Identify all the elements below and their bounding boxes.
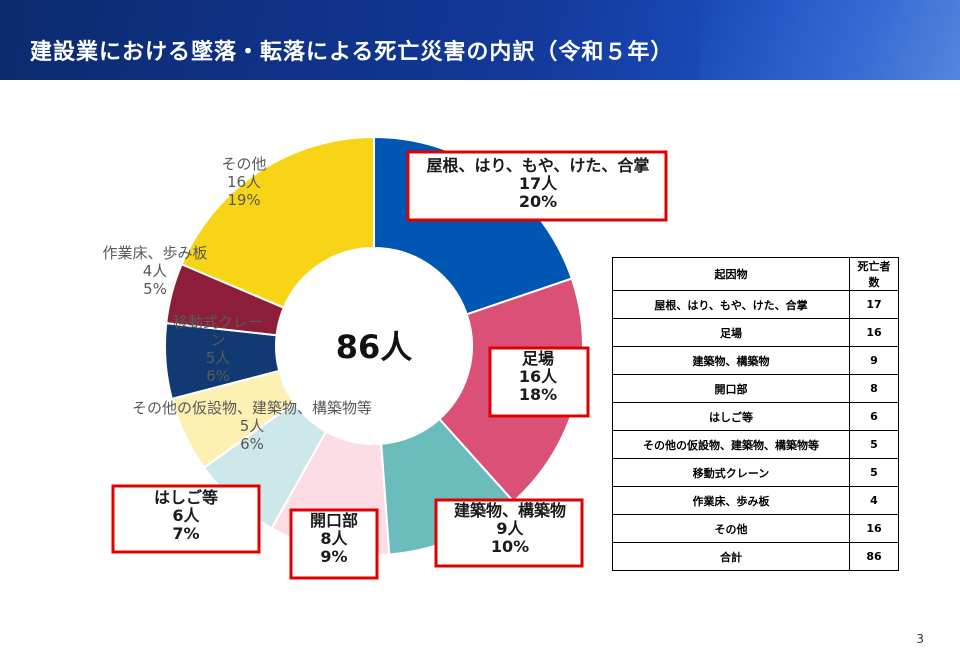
slice-8: [180, 135, 375, 309]
slice-label-line: 移動式クレー: [173, 313, 263, 331]
slice-label-5: その他の仮設物、建築物、構築物等 5人 6%: [132, 399, 372, 453]
table-cell-deaths: 5: [849, 458, 899, 487]
table-cell-cause: その他: [612, 514, 850, 543]
slice-label-line: 6人: [172, 506, 200, 525]
slice-label-line: 6%: [240, 435, 264, 453]
table-row: その他の仮設物、建築物、構築物等 5: [612, 430, 899, 459]
header-banner: 建設業における墜落・転落による死亡災害の内訳（令和５年）: [0, 0, 960, 80]
slice-label-line: 8人: [320, 529, 348, 548]
slice-label-line: 4人: [143, 262, 168, 280]
table-cell-total-label: 合計: [612, 542, 850, 571]
slice-label-line: 9人: [496, 519, 524, 538]
slice-label-line: 5人: [206, 349, 231, 367]
slice-label-line: 9%: [320, 547, 347, 566]
table-cell-cause: 移動式クレーン: [612, 458, 850, 487]
table-cell-deaths: 16: [849, 318, 899, 347]
table-cell-cause: 開口部: [612, 374, 850, 403]
slice-label-0: 屋根、はり、もや、けた、合掌 17人 20%: [427, 156, 650, 211]
slice-label-line: 19%: [227, 191, 260, 209]
slice-label-line: 16人: [519, 367, 558, 386]
table-row-total: 合計 86: [612, 542, 899, 571]
slice-label-line: 18%: [519, 385, 557, 404]
table-cell-deaths: 9: [849, 346, 899, 375]
table-row: その他 16: [612, 514, 899, 543]
highlight-box-4: [111, 484, 261, 554]
slice-label-line: 16人: [227, 173, 261, 191]
slice-label-line: 5人: [240, 417, 265, 435]
highlight-box-2: [434, 498, 584, 568]
page-title: 建設業における墜落・転落による死亡災害の内訳（令和５年）: [30, 40, 674, 65]
table-cell-deaths: 4: [849, 486, 899, 515]
slice-label-6: 移動式クレーン 5人 6%: [173, 313, 263, 385]
table-cell-deaths: 6: [849, 402, 899, 431]
table-cell-deaths: 8: [849, 374, 899, 403]
slice-label-line: 開口部: [310, 511, 358, 530]
table-cell-deaths: 17: [849, 290, 899, 319]
slice-label-line: その他の仮設物、建築物、構築物等: [132, 399, 372, 417]
table-row: はしご等 6: [612, 402, 899, 431]
slice-label-line: その他: [221, 155, 266, 173]
cause-table: 起因物 死亡者数 屋根、はり、もや、けた、合掌 17 足場 16 建築物、構築物 9 …: [612, 257, 899, 571]
table-cell-cause: 作業床、歩み板: [612, 486, 850, 515]
slice-label-line: 17人: [519, 174, 558, 193]
table-row: 作業床、歩み板 4: [612, 486, 899, 515]
table-row: 足場 16: [612, 318, 899, 347]
table-cell-cause: はしご等: [612, 402, 850, 431]
table-header-deaths: 死亡者数: [849, 257, 899, 291]
table-header-cause: 起因物: [612, 257, 850, 291]
slice-label-line: ン: [210, 331, 225, 349]
table-cell-deaths: 16: [849, 514, 899, 543]
table-header-row: 起因物 死亡者数: [612, 257, 899, 291]
header-accent: [700, 0, 960, 80]
slice-label-line: 7%: [172, 524, 199, 543]
highlight-box-0: [406, 150, 668, 222]
table-row: 開口部 8: [612, 374, 899, 403]
slice-label-1: 足場 16人 18%: [519, 349, 558, 404]
table-cell-cause: その他の仮設物、建築物、構築物等: [612, 430, 850, 459]
slice-label-4: はしご等 6人 7%: [154, 488, 218, 543]
page-number: 3: [916, 632, 924, 646]
slice-label-line: 屋根、はり、もや、けた、合掌: [427, 156, 650, 175]
slice-labels: 屋根、はり、もや、けた、合掌 17人 20%足場 16人 18%建築物、構築物 9人 10%…: [102, 150, 668, 580]
table-cell-deaths: 5: [849, 430, 899, 459]
table-row: 屋根、はり、もや、けた、合掌 17: [612, 290, 899, 319]
slice-label-8: その他 16人 19%: [221, 155, 266, 209]
slice-label-line: 6%: [206, 367, 230, 385]
slice-label-line: 作業床、歩み板: [102, 244, 207, 262]
table-cell-cause: 足場: [612, 318, 850, 347]
slice-label-line: 10%: [491, 537, 529, 556]
table-row: 建築物、構築物 9: [612, 346, 899, 375]
slice-label-line: 足場: [522, 349, 554, 368]
slice-label-7: 作業床、歩み板 4人 5%: [102, 244, 207, 298]
table-cell-cause: 建築物、構築物: [612, 346, 850, 375]
slice-label-line: 建築物、構築物: [454, 501, 566, 520]
slice-label-2: 建築物、構築物 9人 10%: [454, 501, 566, 556]
table-cell-total-value: 86: [849, 542, 899, 571]
table-cell-cause: 屋根、はり、もや、けた、合掌: [612, 290, 850, 319]
table-row: 移動式クレーン 5: [612, 458, 899, 487]
highlight-box-3: [289, 508, 379, 580]
highlight-box-1: [488, 346, 590, 418]
slice-label-3: 開口部 8人 9%: [310, 511, 358, 566]
center-total-label: 86人: [336, 328, 413, 366]
slice-label-line: 5%: [143, 280, 167, 298]
slice-label-line: 20%: [519, 192, 557, 211]
slice-label-line: はしご等: [154, 488, 218, 507]
